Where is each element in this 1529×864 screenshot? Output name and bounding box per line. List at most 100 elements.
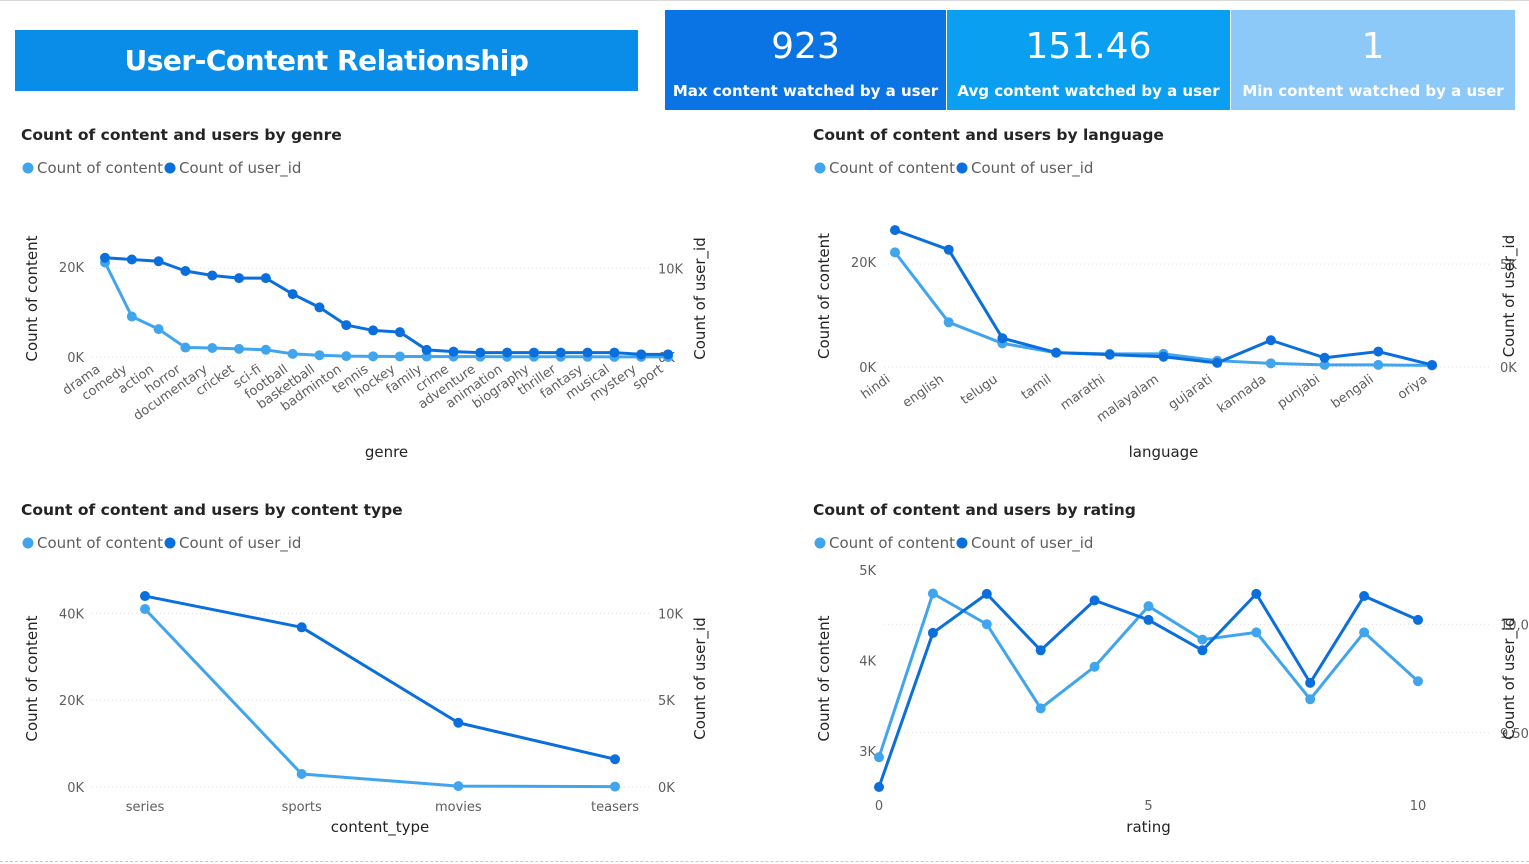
legend-label[interactable]: Count of user_id bbox=[179, 534, 301, 553]
content-count-point[interactable] bbox=[1265, 358, 1276, 369]
content-count-point[interactable] bbox=[1319, 359, 1330, 370]
language-chart[interactable]: Count of content and users by language Co… bbox=[792, 115, 1529, 475]
content-count-point[interactable] bbox=[610, 781, 620, 792]
user-count-point[interactable] bbox=[180, 266, 191, 277]
user-count-point[interactable] bbox=[1319, 352, 1330, 363]
user-count-point[interactable] bbox=[1265, 335, 1276, 346]
legend-label[interactable]: Count of content bbox=[829, 534, 955, 552]
user-count-point[interactable] bbox=[368, 325, 379, 336]
user-count-point[interactable] bbox=[1359, 591, 1370, 602]
user-count-point[interactable] bbox=[453, 717, 464, 728]
content-type-chart[interactable]: Count of content and users by content ty… bbox=[0, 490, 720, 850]
genre-chart[interactable]: Count of content and users by genre Count… bbox=[0, 115, 720, 475]
user-count-point[interactable] bbox=[140, 591, 150, 602]
user-count-point[interactable] bbox=[1089, 595, 1100, 606]
user-count-point[interactable] bbox=[1413, 614, 1423, 625]
kpi-card-max[interactable]: 923 Max content watched by a user bbox=[665, 10, 946, 110]
content-count-point[interactable] bbox=[287, 348, 298, 359]
user-count-point[interactable] bbox=[314, 302, 325, 313]
user-count-point[interactable] bbox=[1158, 351, 1169, 362]
user-count-point[interactable] bbox=[234, 273, 245, 284]
content-count-point[interactable] bbox=[1251, 627, 1262, 638]
content-count-point[interactable] bbox=[296, 768, 307, 779]
content-count-point[interactable] bbox=[1359, 627, 1370, 638]
content-count-point[interactable] bbox=[394, 351, 405, 362]
content-count-point[interactable] bbox=[260, 344, 271, 355]
content-count-point[interactable] bbox=[890, 247, 900, 258]
content-count-point[interactable] bbox=[341, 351, 352, 362]
user-count-point[interactable] bbox=[448, 346, 459, 357]
content-count-series-line[interactable] bbox=[103, 261, 669, 359]
user-count-point[interactable] bbox=[502, 347, 513, 358]
content-count-point[interactable] bbox=[207, 343, 218, 353]
user-count-point[interactable] bbox=[296, 622, 307, 633]
user-count-point[interactable] bbox=[636, 349, 647, 360]
user-count-point[interactable] bbox=[1251, 588, 1262, 599]
content-count-point[interactable] bbox=[140, 604, 150, 615]
content-count-point[interactable] bbox=[153, 324, 164, 335]
user-count-point[interactable] bbox=[890, 225, 900, 236]
user-count-point[interactable] bbox=[1373, 346, 1384, 357]
user-count-point[interactable] bbox=[1035, 645, 1046, 656]
content-count-point[interactable] bbox=[927, 588, 938, 599]
legend-label[interactable]: Count of content bbox=[829, 159, 955, 177]
user-count-point[interactable] bbox=[475, 347, 486, 358]
user-count-point[interactable] bbox=[1104, 349, 1115, 360]
content-count-point[interactable] bbox=[1413, 676, 1423, 687]
user-count-point[interactable] bbox=[609, 347, 620, 358]
user-count-point[interactable] bbox=[207, 270, 218, 281]
user-count-point[interactable] bbox=[341, 320, 352, 331]
content-count-point[interactable] bbox=[180, 342, 191, 353]
content-count-point[interactable] bbox=[1143, 601, 1154, 612]
user-count-point[interactable] bbox=[1212, 357, 1223, 368]
content-count-point[interactable] bbox=[943, 317, 954, 328]
user-count-point[interactable] bbox=[1051, 347, 1062, 358]
content-count-point[interactable] bbox=[453, 781, 464, 792]
content-count-point[interactable] bbox=[314, 350, 325, 361]
user-count-point[interactable] bbox=[663, 349, 673, 360]
content-count-point[interactable] bbox=[1373, 359, 1384, 370]
user-count-point[interactable] bbox=[100, 252, 110, 263]
content-count-point[interactable] bbox=[874, 752, 884, 763]
content-count-point[interactable] bbox=[1305, 694, 1316, 705]
user-count-point[interactable] bbox=[287, 289, 298, 300]
user-count-point[interactable] bbox=[394, 327, 405, 338]
content-count-point[interactable] bbox=[1089, 661, 1100, 672]
user-count-point[interactable] bbox=[610, 754, 620, 765]
legend-label[interactable]: Count of user_id bbox=[971, 534, 1093, 553]
content-count-series-line[interactable] bbox=[893, 251, 1433, 367]
user-count-series-line[interactable] bbox=[894, 228, 1433, 367]
user-count-point[interactable] bbox=[421, 344, 432, 355]
user-count-point[interactable] bbox=[260, 273, 271, 284]
user-count-point[interactable] bbox=[943, 244, 954, 255]
user-count-point[interactable] bbox=[555, 347, 566, 358]
legend-label[interactable]: Count of user_id bbox=[971, 159, 1093, 178]
user-count-point[interactable] bbox=[582, 347, 593, 358]
user-count-point[interactable] bbox=[874, 782, 884, 792]
kpi-card-avg[interactable]: 151.46 Avg content watched by a user bbox=[947, 10, 1230, 110]
user-count-point[interactable] bbox=[1427, 359, 1437, 370]
kpi-card-min[interactable]: 1 Min content watched by a user bbox=[1231, 10, 1515, 110]
content-count-point[interactable] bbox=[368, 351, 379, 362]
user-count-series-line[interactable] bbox=[144, 594, 616, 761]
user-count-point[interactable] bbox=[528, 347, 539, 358]
user-count-point[interactable] bbox=[927, 627, 938, 638]
content-count-point[interactable] bbox=[981, 619, 992, 630]
content-count-point[interactable] bbox=[1197, 634, 1208, 645]
content-count-point[interactable] bbox=[234, 343, 245, 354]
legend-label[interactable]: Count of user_id bbox=[179, 159, 301, 178]
content-count-point[interactable] bbox=[1035, 703, 1046, 714]
rating-chart[interactable]: Count of content and users by rating Coun… bbox=[792, 490, 1529, 850]
content-count-point[interactable] bbox=[126, 311, 137, 322]
user-count-point[interactable] bbox=[126, 254, 137, 265]
user-count-point[interactable] bbox=[997, 333, 1008, 344]
user-count-point[interactable] bbox=[1197, 645, 1208, 656]
legend-label[interactable]: Count of content bbox=[37, 159, 163, 177]
legend-label[interactable]: Count of content bbox=[37, 534, 163, 552]
user-count-point[interactable] bbox=[1143, 614, 1154, 625]
user-count-point[interactable] bbox=[981, 588, 992, 599]
user-count-series-line[interactable] bbox=[104, 256, 668, 356]
user-count-point[interactable] bbox=[153, 256, 164, 267]
content-count-series-line[interactable] bbox=[143, 608, 616, 789]
user-count-point[interactable] bbox=[1305, 677, 1316, 688]
